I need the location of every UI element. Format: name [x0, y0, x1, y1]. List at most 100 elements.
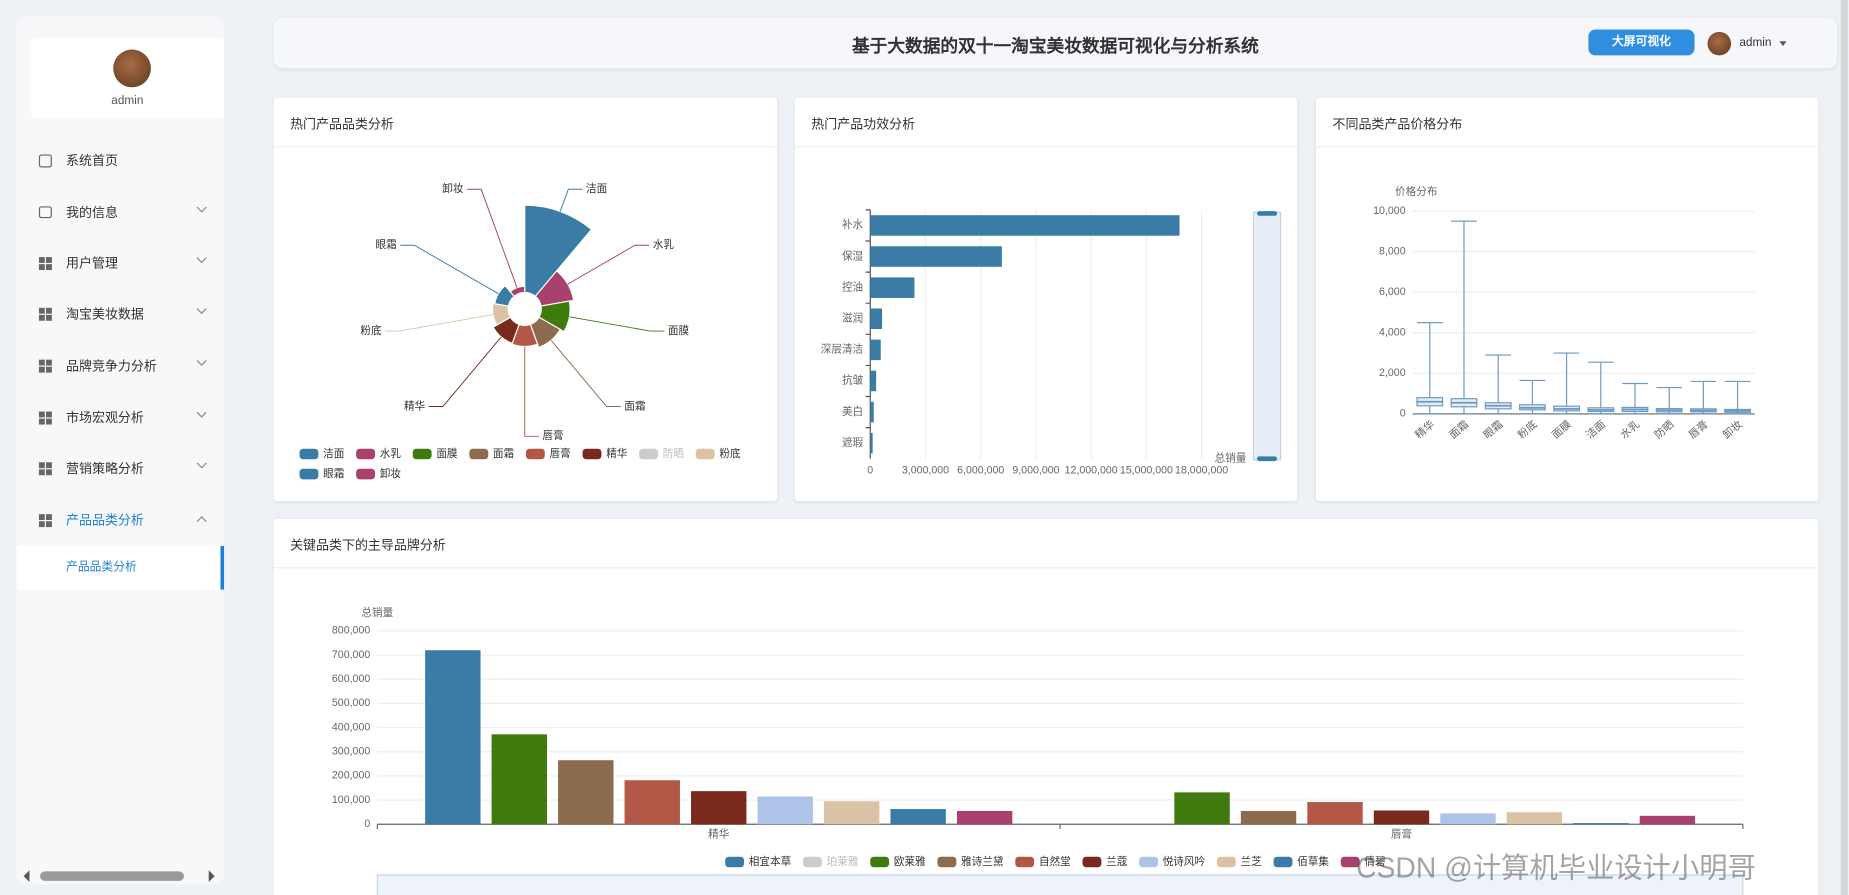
legend-swatch: [582, 448, 602, 460]
scroll-right[interactable]: [208, 870, 215, 883]
active-bar: [220, 545, 225, 590]
y-axis-label: 总销量: [361, 606, 393, 619]
legend-item[interactable]: 自然堂: [1015, 855, 1071, 868]
legend-item[interactable]: 防晒: [639, 447, 684, 460]
divider: [1315, 146, 1819, 148]
menu-item[interactable]: 市场宏观分析: [66, 411, 144, 426]
legend-label: 自然堂: [1039, 855, 1071, 868]
bar: [823, 801, 880, 825]
x-tick-label: 6,000,000: [957, 464, 1004, 476]
legend-item[interactable]: 兰芝: [1216, 855, 1262, 868]
submenu-item[interactable]: 产品品类分析: [66, 561, 137, 575]
legend-swatch: [356, 448, 375, 460]
menu-item[interactable]: 用户管理: [66, 257, 118, 272]
legend-label: 唇膏: [550, 447, 571, 460]
y-tick-label: 抗皱: [842, 374, 864, 387]
bar: [1506, 812, 1563, 825]
scrollbar[interactable]: [40, 871, 184, 881]
zoom-slider[interactable]: [1252, 211, 1282, 461]
x-axis-label: 总销量: [1215, 452, 1247, 465]
icon: [38, 154, 52, 168]
chart: 0 3,000,000 6,000,000 9,000,000 12,000,000 15…: [821, 209, 1282, 476]
y-tick-label: 补水: [842, 218, 864, 231]
legend-item[interactable]: 眼霜: [299, 468, 345, 480]
rose-slice: [534, 270, 575, 307]
menu-item[interactable]: 系统首页: [66, 154, 118, 169]
bar: [624, 780, 680, 825]
legend-label: 兰蔻: [1106, 855, 1128, 868]
legend-item[interactable]: 兰蔻: [1082, 855, 1128, 868]
bar: [491, 734, 548, 825]
legend-label: 面霜: [493, 448, 514, 460]
menu-item[interactable]: 淘宝美妆数据: [66, 307, 144, 322]
x-tick-label: 水乳: [1618, 418, 1643, 442]
legend-item[interactable]: 雅诗兰黛: [937, 855, 1004, 868]
legend-item[interactable]: 面膜: [412, 448, 458, 460]
user-avatar[interactable]: [1707, 31, 1732, 56]
legend-swatch: [299, 448, 319, 460]
header-title: 基于大数据的双十一淘宝美妆数据可视化与分析系统: [851, 36, 1259, 57]
icon: [38, 514, 52, 528]
page-scrollbar[interactable]: [1840, 0, 1848, 895]
legend-swatch: [1273, 856, 1293, 868]
legend-item[interactable]: 倩碧: [1340, 855, 1386, 868]
menu-item[interactable]: 产品品类分析: [66, 514, 144, 529]
legend-item[interactable]: 面霜: [469, 448, 514, 460]
watermark: CSDN @计算机毕业设计小明哥: [1356, 852, 1756, 885]
legend-label: 面膜: [436, 448, 458, 460]
x-tick-label: 精华: [708, 828, 730, 841]
legend-swatch: [639, 448, 659, 460]
bar: [956, 810, 1013, 825]
menu-item[interactable]: 营销策略分析: [66, 462, 144, 477]
legend-item[interactable]: 卸妆: [356, 467, 401, 480]
leader-line: [569, 316, 665, 332]
card: 关键品类下的主导品牌分析 0 100,000 200,000 300,000 400,0…: [273, 518, 1819, 895]
zoom-slider[interactable]: [376, 874, 1744, 895]
legend-swatch: [1139, 856, 1158, 868]
legend-swatch: [1340, 856, 1360, 868]
y-tick-label: 700,000: [332, 649, 370, 661]
legend-swatch: [1015, 856, 1035, 868]
submenu-bg: [16, 545, 221, 590]
y-tick-label: 10,000: [1373, 205, 1406, 217]
divider: [794, 146, 1298, 148]
menu-item[interactable]: 我的信息: [66, 206, 118, 221]
legend-swatch: [725, 856, 745, 868]
x-tick-label: 面霜: [1447, 419, 1471, 442]
y-tick-label: 滋润: [842, 312, 863, 325]
big-screen-button[interactable]: 大屏可视化: [1588, 29, 1695, 56]
legend-swatch: [695, 448, 715, 460]
y-tick-label: 500,000: [332, 697, 370, 709]
user-menu[interactable]: admin: [1739, 36, 1772, 50]
legend-item[interactable]: 悦诗风吟: [1139, 855, 1206, 868]
legend-item[interactable]: 欧莱雅: [870, 855, 926, 868]
icon: [38, 359, 52, 373]
x-tick-label: 眼霜: [1481, 419, 1505, 442]
icon: [38, 462, 52, 476]
rose-slice: [511, 323, 539, 347]
menu-item[interactable]: 品牌竞争力分析: [66, 359, 157, 374]
x-tick-label: 卸妆: [1720, 418, 1745, 442]
legend: 相宜本草 珀莱雅 欧莱雅 雅诗兰黛 自然堂 兰蔻 悦诗风吟 兰芝 佰草集 倩碧: [725, 855, 1386, 868]
legend-item[interactable]: 唇膏: [525, 447, 571, 460]
x-tick-label: 洁面: [1583, 418, 1608, 442]
legend-item[interactable]: 粉底: [695, 447, 741, 460]
slice-label: 粉底: [360, 324, 382, 337]
y-tick-label: 200,000: [332, 770, 370, 782]
x-tick-label: 精华: [1412, 418, 1437, 442]
legend-label: 佰草集: [1297, 855, 1329, 868]
y-tick-label: 8,000: [1379, 245, 1406, 257]
legend-swatch: [870, 856, 890, 868]
slice-label: 面霜: [624, 400, 645, 412]
scroll-left[interactable]: [23, 870, 30, 883]
leader-line: [428, 336, 502, 407]
legend-item[interactable]: 相宜本草: [725, 855, 792, 868]
legend-item[interactable]: 珀莱雅: [803, 855, 859, 868]
legend-item[interactable]: 水乳: [356, 447, 401, 460]
legend-item[interactable]: 洁面: [299, 447, 345, 460]
legend-item[interactable]: 佰草集: [1273, 855, 1330, 868]
card: 热门产品品类分析 洁面 水乳 面膜 面霜 唇膏 精华 粉底 眼霜 卸妆 洁面 水乳 面膜 面霜 唇膏 精华防…: [273, 97, 778, 502]
rose-slice: [529, 316, 562, 349]
legend-item[interactable]: 精华: [582, 447, 628, 460]
